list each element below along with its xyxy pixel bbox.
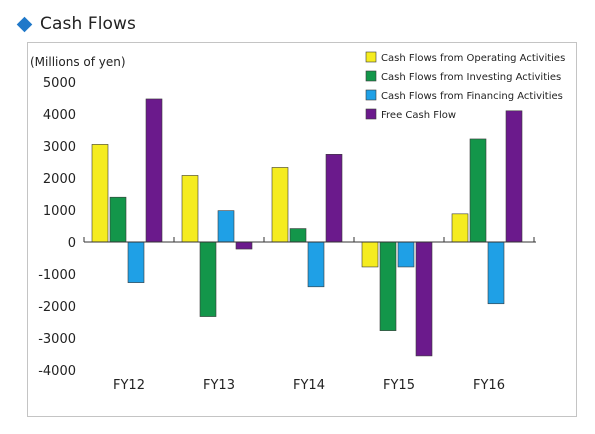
bar [307,241,325,288]
y-tick-label: 5000 [43,76,76,91]
bar [361,241,379,268]
bar [325,154,343,243]
bar [127,241,145,283]
y-axis: 5000 4000 3000 2000 1000 0 -1000 -2000 -3000 -400… [38,76,76,379]
section-title: Cash Flows [40,14,136,34]
bar [379,241,397,331]
x-tick-label: FY15 [383,378,415,393]
bar [217,210,235,243]
x-tick-label: FY14 [293,378,325,393]
x-tick-label: FY12 [113,378,145,393]
y-tick-label: -2000 [38,300,76,315]
section-header: Cash Flows [16,11,136,37]
y-axis-label: (Millions of yen) [30,55,126,69]
bar [415,241,433,357]
bar [289,228,307,243]
x-tick-labels: FY12 FY13 FY14 FY15 FY16 [113,378,505,393]
legend-label: Cash Flows from Operating Activities [381,53,565,64]
y-tick-label: 1000 [43,204,76,219]
bar [505,110,523,243]
bar [181,175,199,243]
y-tick-label: -3000 [38,332,76,347]
bar [397,241,415,268]
bars-group [91,98,523,357]
y-tick-label: -4000 [38,364,76,379]
legend-label: Free Cash Flow [381,110,456,121]
legend-swatch [365,70,377,82]
bar [145,98,163,243]
y-tick-label: -1000 [38,268,76,283]
x-axis [83,237,536,243]
legend-swatch [365,51,377,63]
x-tick-label: FY13 [203,378,235,393]
bar [451,213,469,243]
legend-swatch [365,108,377,120]
legend-label: Cash Flows from Investing Activities [381,72,561,83]
y-tick-label: 3000 [43,140,76,155]
x-tick-label: FY16 [473,378,505,393]
bar [469,138,487,243]
bar [199,241,217,317]
y-tick-label: 2000 [43,172,76,187]
legend-label: Cash Flows from Financing Activities [381,91,563,102]
bar [271,167,289,243]
bar [235,241,253,250]
bar [487,241,505,305]
bar [91,144,109,243]
bar [109,196,127,243]
y-tick-label: 4000 [43,108,76,123]
legend-swatch [365,89,377,101]
y-tick-label: 0 [68,236,76,251]
legend: Cash Flows from Operating Activities Cash… [365,51,565,121]
